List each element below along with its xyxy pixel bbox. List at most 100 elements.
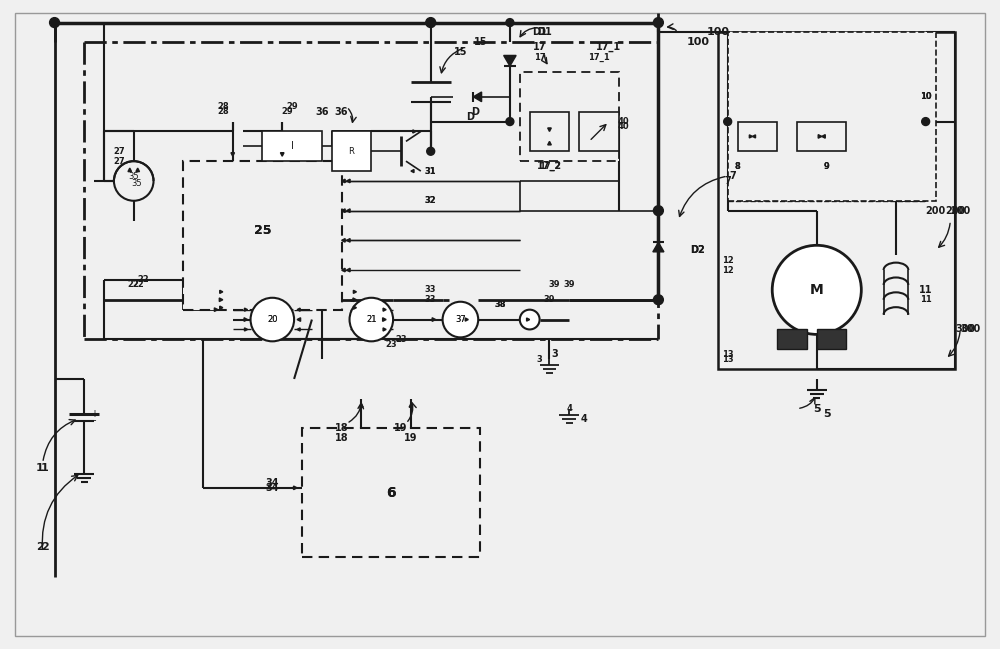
Text: 22: 22 (133, 280, 145, 289)
Text: 27: 27 (113, 147, 125, 156)
Text: D1: D1 (532, 27, 547, 38)
Polygon shape (220, 306, 223, 309)
Text: 12: 12 (722, 265, 734, 275)
Polygon shape (548, 128, 551, 132)
Text: 6: 6 (386, 486, 396, 500)
Text: 15: 15 (473, 38, 487, 47)
Polygon shape (548, 141, 551, 145)
Text: D: D (466, 112, 474, 121)
Text: 39: 39 (549, 280, 560, 289)
Polygon shape (244, 318, 248, 321)
Polygon shape (280, 153, 284, 156)
Text: 17: 17 (533, 42, 546, 53)
Polygon shape (294, 486, 297, 489)
Text: 15: 15 (454, 47, 467, 57)
Text: 19: 19 (404, 434, 418, 443)
Bar (262, 132, 322, 161)
Polygon shape (347, 239, 350, 242)
Text: 9: 9 (824, 162, 830, 171)
Text: 34: 34 (266, 483, 279, 493)
Text: 35: 35 (131, 179, 142, 188)
Polygon shape (128, 168, 132, 171)
Text: 2: 2 (36, 542, 44, 552)
Text: 1: 1 (36, 463, 44, 473)
Text: 5: 5 (813, 404, 821, 413)
Text: 40: 40 (618, 122, 630, 131)
Text: 28: 28 (217, 107, 229, 116)
Text: 34: 34 (266, 478, 279, 488)
Polygon shape (347, 268, 350, 272)
Polygon shape (413, 130, 416, 133)
Circle shape (772, 245, 861, 334)
Polygon shape (473, 92, 482, 102)
Text: 29: 29 (281, 107, 293, 116)
Circle shape (653, 295, 663, 304)
Text: 38: 38 (494, 300, 506, 309)
Text: 11: 11 (920, 295, 932, 304)
Polygon shape (297, 318, 301, 321)
Bar (738, 121, 777, 151)
Text: 33: 33 (425, 295, 436, 304)
Polygon shape (136, 168, 139, 171)
Text: 31: 31 (425, 167, 437, 176)
Text: I: I (291, 141, 294, 151)
Text: 37: 37 (455, 315, 466, 324)
Text: 25: 25 (254, 224, 271, 237)
Text: 8: 8 (735, 162, 740, 171)
Polygon shape (342, 268, 345, 272)
Text: 22: 22 (138, 275, 150, 284)
Text: 32: 32 (425, 196, 437, 205)
Text: D: D (471, 106, 479, 117)
Text: 29: 29 (286, 103, 298, 111)
Polygon shape (383, 318, 386, 321)
Polygon shape (465, 318, 468, 321)
Text: 19: 19 (394, 423, 408, 434)
Polygon shape (353, 290, 356, 293)
Polygon shape (504, 55, 516, 66)
Bar (777, 330, 807, 349)
Text: 13: 13 (722, 350, 733, 359)
Bar (718, 32, 955, 369)
Circle shape (922, 117, 930, 125)
Text: 1: 1 (41, 463, 49, 473)
Text: 4: 4 (581, 413, 588, 424)
Polygon shape (409, 404, 413, 407)
Circle shape (724, 117, 732, 125)
Circle shape (427, 147, 435, 155)
Circle shape (350, 298, 393, 341)
Text: 3: 3 (537, 354, 542, 363)
Text: 21: 21 (366, 315, 377, 324)
Polygon shape (527, 318, 530, 321)
Text: -: - (92, 415, 96, 426)
Polygon shape (231, 153, 235, 156)
Text: 100: 100 (706, 27, 729, 38)
Text: 200: 200 (950, 206, 970, 215)
Polygon shape (353, 298, 356, 302)
Circle shape (443, 302, 478, 337)
Text: 20: 20 (267, 315, 278, 324)
Polygon shape (383, 328, 386, 331)
Polygon shape (360, 404, 363, 407)
Text: 6: 6 (386, 486, 396, 500)
Polygon shape (822, 134, 825, 138)
Text: 5: 5 (823, 409, 830, 419)
Text: 40: 40 (618, 117, 630, 126)
Polygon shape (818, 134, 822, 138)
Polygon shape (432, 318, 436, 321)
Text: 31: 31 (425, 167, 437, 176)
Text: 9: 9 (824, 162, 830, 171)
Text: 32: 32 (425, 196, 437, 205)
Text: 4: 4 (566, 404, 572, 413)
Text: 3: 3 (551, 349, 558, 359)
Polygon shape (411, 169, 414, 173)
Text: 36: 36 (335, 106, 348, 117)
Text: D1: D1 (537, 27, 552, 38)
Polygon shape (342, 239, 345, 242)
Text: 7: 7 (724, 176, 731, 186)
Polygon shape (297, 308, 300, 312)
Text: R: R (349, 147, 354, 156)
Text: 300: 300 (955, 324, 975, 334)
Polygon shape (214, 308, 218, 312)
Text: 10: 10 (920, 92, 931, 101)
Text: 13: 13 (722, 354, 733, 363)
